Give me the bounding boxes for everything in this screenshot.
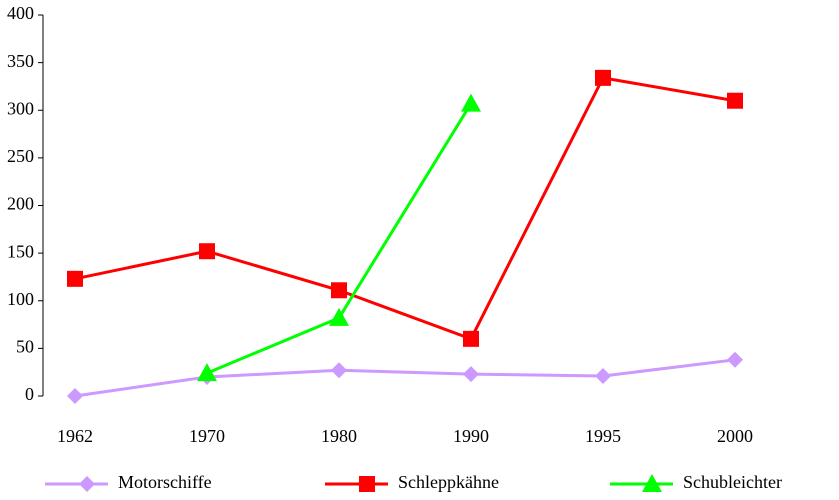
- marker: [79, 476, 95, 492]
- marker: [642, 474, 662, 492]
- marker: [197, 363, 217, 382]
- y-tick-label: 100: [7, 289, 34, 309]
- marker: [595, 69, 611, 86]
- y-tick-label: 350: [7, 51, 34, 71]
- y-tick-label: 400: [7, 3, 34, 23]
- x-tick-label: 1962: [57, 426, 93, 446]
- marker: [199, 243, 215, 260]
- x-tick-label: 1980: [321, 426, 357, 446]
- marker: [595, 367, 611, 384]
- series-line: [206, 102, 473, 375]
- series-line: [74, 76, 736, 341]
- marker: [359, 476, 375, 492]
- x-tick-label: 1990: [453, 426, 489, 446]
- y-tick-label: 200: [7, 194, 34, 214]
- y-tick-label: 50: [16, 337, 34, 357]
- marker: [331, 362, 347, 379]
- marker: [331, 282, 347, 299]
- x-tick-label: 1970: [189, 426, 225, 446]
- marker: [463, 366, 479, 383]
- y-tick-label: 0: [25, 384, 34, 404]
- series-line: [74, 358, 736, 398]
- marker: [463, 330, 479, 347]
- y-tick-label: 300: [7, 98, 34, 118]
- y-tick-label: 250: [7, 146, 34, 166]
- marker: [727, 92, 743, 109]
- legend-label: Motorschiffe: [118, 472, 212, 492]
- x-tick-label: 1995: [585, 426, 621, 446]
- marker: [461, 93, 481, 112]
- marker: [329, 307, 349, 326]
- legend-label: Schleppkähne: [398, 472, 499, 492]
- marker: [67, 270, 83, 287]
- marker: [67, 388, 83, 404]
- y-tick-label: 150: [7, 241, 34, 261]
- x-tick-label: 2000: [717, 426, 753, 446]
- legend-label: Schubleichter: [683, 472, 782, 492]
- marker: [727, 351, 743, 368]
